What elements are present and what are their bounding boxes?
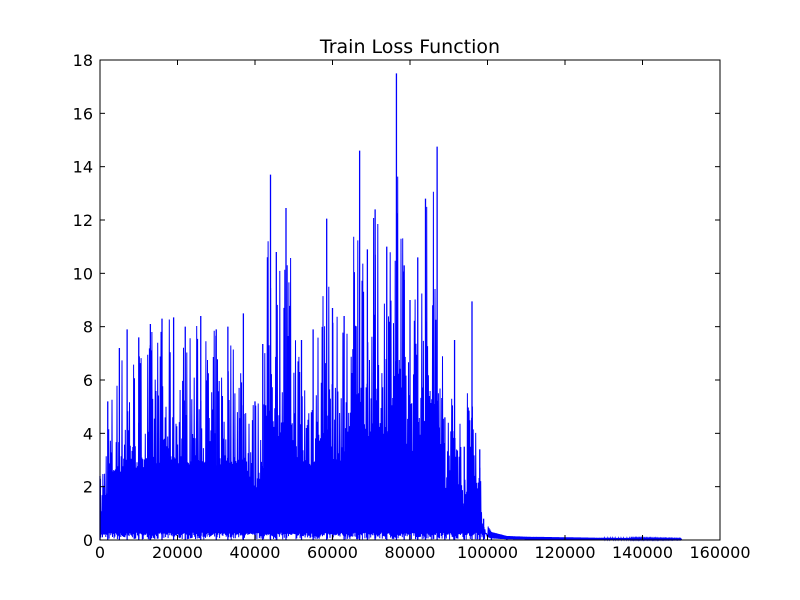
series-layer — [99, 73, 682, 542]
y-tick-label: 12 — [73, 211, 93, 230]
y-tick-label: 6 — [83, 371, 93, 390]
x-tick-label: 0 — [95, 543, 105, 562]
y-tick-label: 16 — [73, 104, 93, 123]
x-tick-label: 80000 — [385, 543, 436, 562]
x-tick-label: 60000 — [307, 543, 358, 562]
y-tick-label: 4 — [83, 424, 93, 443]
x-tick-label: 40000 — [230, 543, 281, 562]
x-tick-label: 120000 — [534, 543, 595, 562]
x-tick-label: 100000 — [457, 543, 518, 562]
x-tick-label: 140000 — [612, 543, 673, 562]
y-tick-label: 8 — [83, 318, 93, 337]
x-tick-label: 160000 — [689, 543, 750, 562]
y-tick-label: 18 — [73, 51, 93, 70]
y-tick-label: 14 — [73, 158, 93, 177]
y-tick-label: 2 — [83, 478, 93, 497]
y-tick-label: 0 — [83, 531, 93, 550]
x-tick-label: 20000 — [152, 543, 203, 562]
loss-series-line — [99, 176, 682, 542]
y-tick-label: 10 — [73, 264, 93, 283]
chart-title: Train Loss Function — [319, 36, 500, 58]
ticks-layer: 0 20000 40000 60000 80000 100000 120000 140000 1… — [73, 51, 751, 562]
